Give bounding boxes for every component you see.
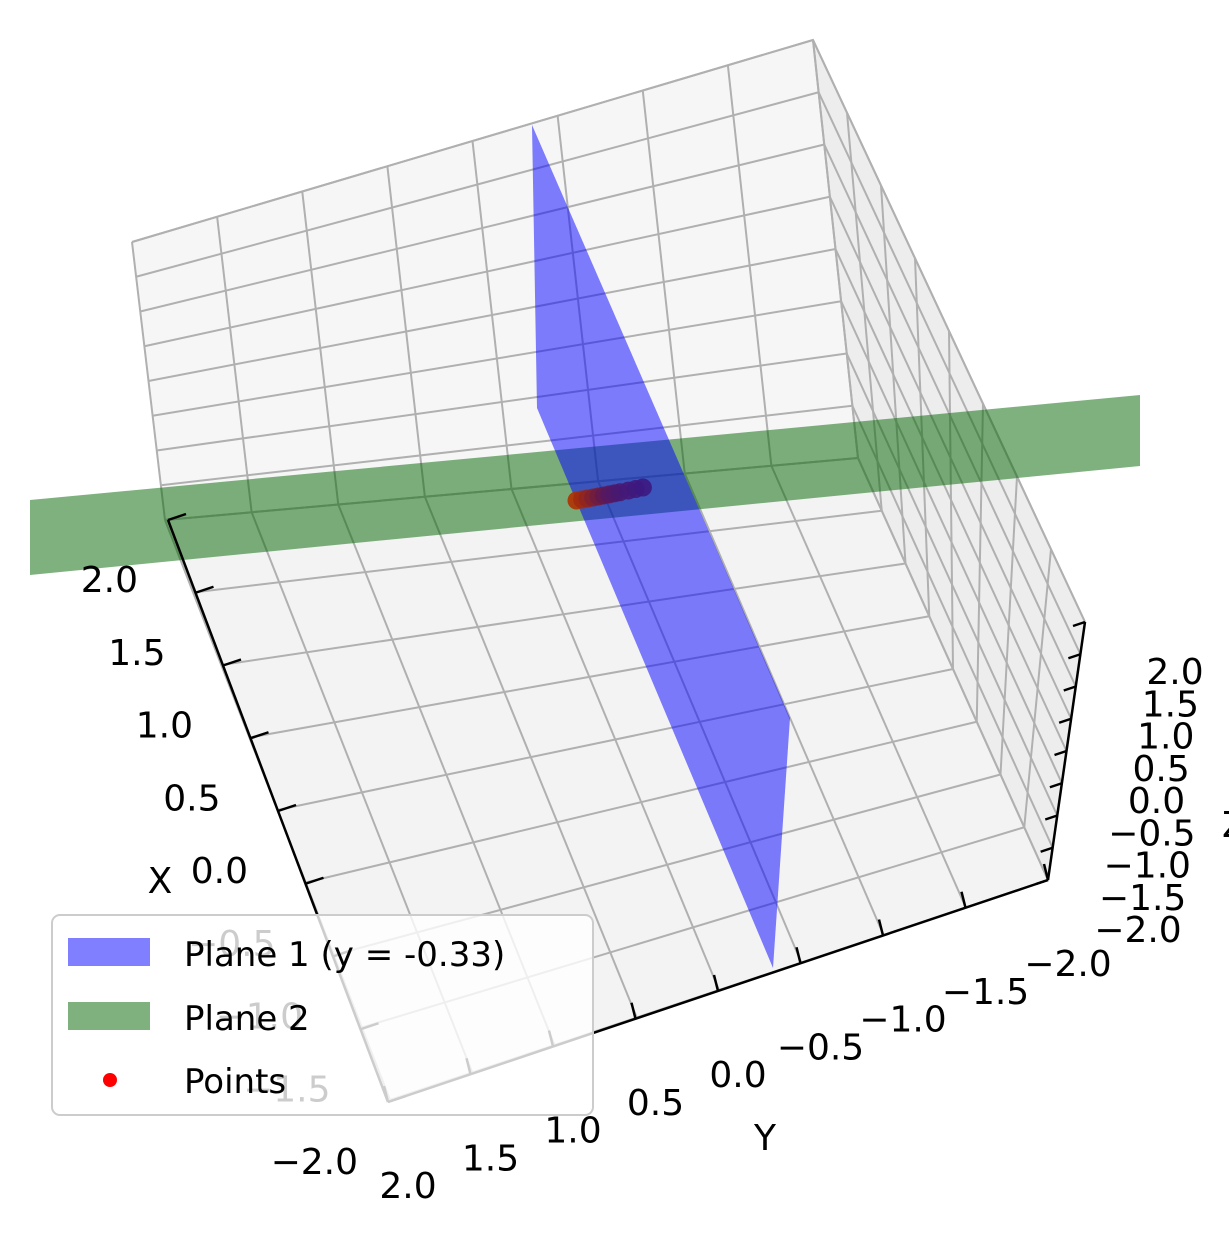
z-tick-mark: [1049, 782, 1063, 789]
z-tick-mark: [1072, 620, 1086, 628]
y-tick-label: 0.0: [709, 1055, 766, 1096]
x-tick-label: −2.0: [271, 1142, 358, 1183]
x-tick-label: 1.5: [108, 633, 165, 674]
legend: Plane 1 (y = -0.33) Plane 2 Points: [51, 914, 594, 1116]
z-tick-label: −2.0: [1094, 910, 1181, 951]
y-tick-label: 2.0: [379, 1166, 436, 1207]
z-tick-label: 1.0: [1137, 717, 1194, 758]
y-tick-mark: [712, 974, 720, 992]
x-tick-label: 1.0: [136, 706, 193, 747]
floor-grid-line: [857, 457, 1049, 881]
back-wall-grid-line: [140, 143, 825, 313]
back-wall-grid-line: [641, 90, 686, 474]
back-wall-grid-line: [135, 91, 819, 278]
x-tick-mark: [167, 512, 187, 522]
y-tick-label: 0.5: [627, 1083, 684, 1124]
z-tick-label: −0.5: [1108, 813, 1195, 854]
x-tick-mark: [277, 803, 297, 813]
z-tick-label: −1.0: [1104, 846, 1191, 887]
plane-1-surface: [532, 125, 790, 968]
y-tick-label: −2.0: [1024, 944, 1111, 985]
floor-grid-line: [510, 488, 720, 991]
y-tick-label: 1.0: [544, 1111, 601, 1152]
z-tick-mark: [1063, 685, 1077, 692]
y-tick-mark: [960, 891, 967, 909]
y-tick-label: 1.5: [462, 1138, 519, 1179]
z-axis-label: Z: [1222, 805, 1229, 846]
legend-label-plane-2: Plane 2: [184, 999, 310, 1039]
legend-label-points: Points: [184, 1062, 286, 1102]
legend-box: [51, 914, 594, 1116]
y-tick-mark: [1042, 863, 1050, 881]
back-wall-grid-line: [148, 248, 836, 382]
z-tick-label: 0.0: [1128, 781, 1185, 822]
y-tick-mark: [877, 919, 885, 936]
z-tick-mark: [1054, 749, 1067, 757]
y-tick-label: −1.5: [942, 972, 1029, 1013]
x-tick-mark: [305, 876, 324, 885]
side-wall-grid-line: [999, 476, 1018, 775]
tick-labels: 2.01.51.00.50.0−0.5−1.0−1.5−2.02.01.51.0…: [81, 560, 1204, 1207]
scatter-point: [633, 478, 652, 497]
z-tick-label: 1.5: [1142, 684, 1199, 725]
x-tick-mark: [250, 731, 269, 740]
legend-swatch-plane-2: [68, 1002, 150, 1030]
planes: [30, 125, 1140, 968]
z-tick-label: −1.5: [1099, 878, 1186, 919]
z-tick-label: 2.0: [1146, 652, 1203, 693]
y-tick-mark: [630, 1002, 637, 1020]
x-axis-label: X: [148, 861, 173, 902]
floor-grid-line: [305, 720, 977, 884]
legend-swatch-plane-1: [68, 938, 150, 966]
z-tick-mark: [1058, 717, 1072, 724]
z-tick-mark: [1040, 846, 1054, 853]
side-wall-grid-line: [834, 248, 1068, 752]
scatter-points: [567, 478, 652, 510]
y-tick-label: −0.5: [777, 1027, 864, 1068]
y-tick-label: −1.0: [859, 1000, 946, 1041]
x-tick-label: 2.0: [81, 560, 138, 601]
z-tick-mark: [1044, 814, 1058, 821]
back-wall-grid-line: [812, 39, 859, 459]
floor-grid-line: [770, 465, 967, 908]
back-wall-grid-line: [726, 65, 773, 466]
back-wall-grid-line: [144, 195, 831, 348]
side-wall-grid-line: [1023, 549, 1052, 828]
side-wall-grid-line: [817, 91, 1082, 655]
x-tick-mark: [195, 585, 214, 594]
z-tick-mark: [1067, 653, 1081, 660]
legend-label-plane-1: Plane 1 (y = -0.33): [184, 935, 505, 975]
x-tick-mark: [222, 658, 242, 667]
legend-marker-points: [103, 1073, 117, 1087]
z-tick-mark: [1035, 878, 1049, 886]
z-tick-label: 0.5: [1132, 749, 1189, 790]
y-axis-label: Y: [753, 1118, 777, 1159]
y-tick-mark: [795, 946, 802, 964]
x-tick-label: 0.0: [191, 851, 248, 892]
floor-grid-line: [683, 473, 885, 936]
x-tick-label: 0.5: [163, 778, 220, 819]
